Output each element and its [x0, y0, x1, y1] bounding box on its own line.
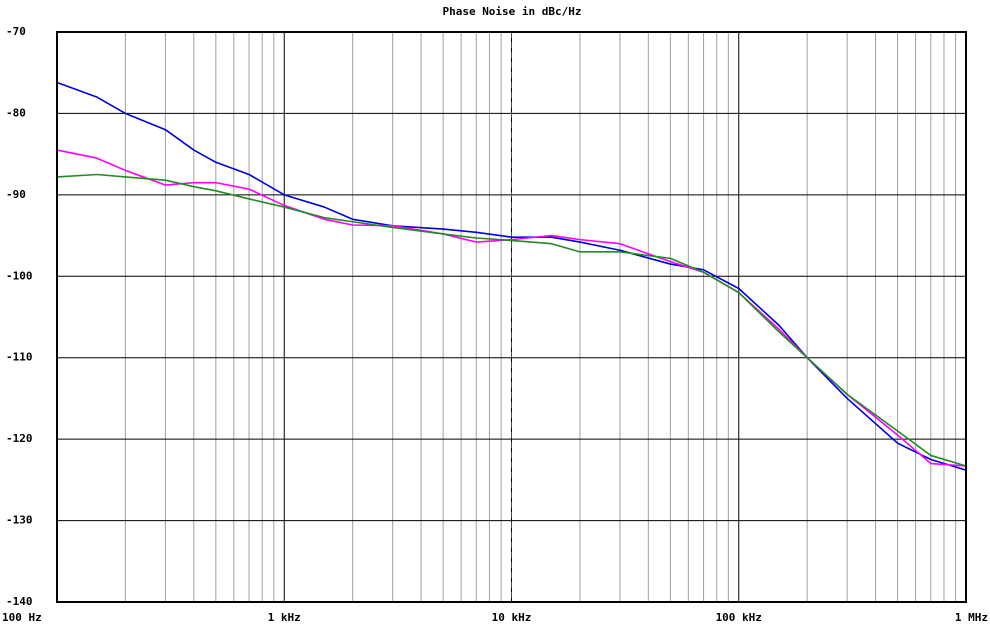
y-tick-label: -130 — [6, 514, 33, 527]
chart-title: Phase Noise in dBc/Hz — [442, 5, 581, 18]
y-tick-label: -100 — [6, 269, 33, 282]
y-tick-label: -110 — [6, 351, 33, 364]
y-tick-label: -80 — [6, 106, 26, 119]
x-tick-label: 100 kHz — [716, 611, 762, 624]
series-line — [56, 173, 967, 467]
y-tick-label: -120 — [6, 432, 33, 445]
x-tick-label: 100 Hz — [2, 611, 42, 624]
y-tick-label: -90 — [6, 188, 26, 201]
y-tick-label: -70 — [6, 25, 26, 38]
x-tick-label: 10 kHz — [492, 611, 532, 624]
plot-border — [56, 31, 967, 603]
y-tick-label: -140 — [6, 595, 33, 608]
x-tick-label: 1 MHz — [955, 611, 988, 624]
x-tick-label: 1 kHz — [268, 611, 301, 624]
